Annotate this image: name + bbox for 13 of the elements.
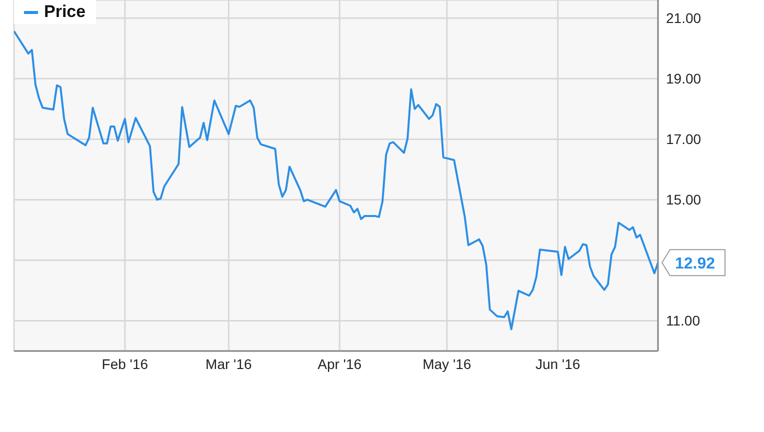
x-tick-label: Apr '16	[318, 356, 362, 372]
x-tick-label: May '16	[422, 356, 472, 372]
x-tick-label: Jun '16	[535, 356, 580, 372]
annotation: 12.92	[675, 256, 716, 273]
y-tick-label: 19.00	[666, 70, 702, 87]
y-tick-label: 11.00	[666, 312, 700, 329]
y-tick-label: 15.00	[666, 192, 702, 208]
y-tick-label: 17.00	[666, 131, 702, 148]
legend-label: Price	[43, 2, 86, 22]
x-tick-label: Feb '16	[102, 356, 148, 372]
x-tick-label: Mar '16	[206, 356, 252, 372]
line-series	[14, 30, 658, 330]
y-tick-label: 21.00	[666, 10, 702, 26]
